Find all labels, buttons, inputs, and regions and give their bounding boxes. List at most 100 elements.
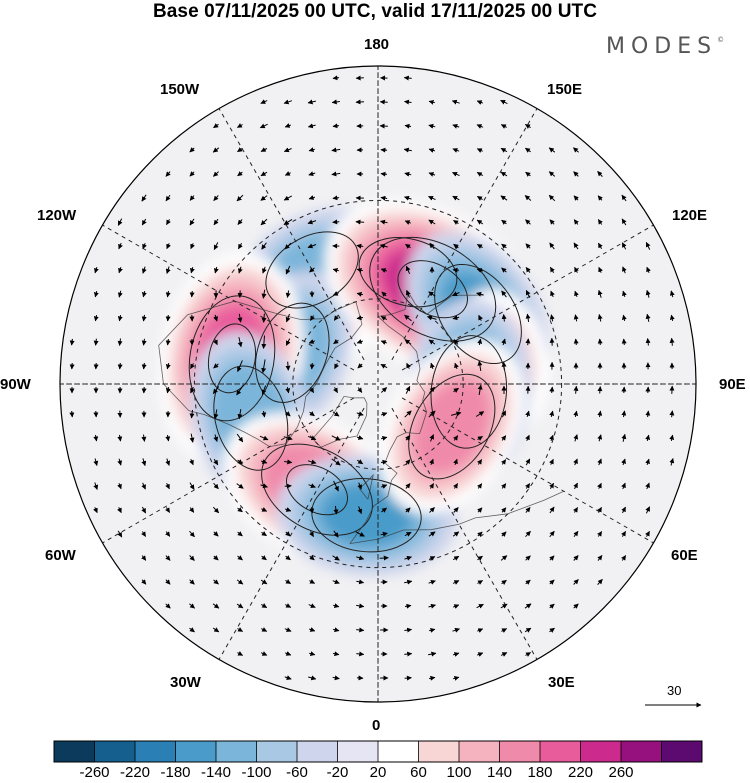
wind-arrow [93, 338, 99, 346]
wind-arrow [117, 362, 123, 370]
wind-arrow [309, 362, 315, 370]
wind-arrow [117, 218, 123, 226]
wind-arrow [501, 507, 507, 513]
wind-arrow [477, 360, 483, 371]
wind-arrow [597, 531, 603, 537]
wind-arrow [213, 242, 219, 251]
wind-arrow [573, 338, 579, 346]
wind-arrow [189, 409, 195, 419]
coastline [358, 473, 374, 500]
wind-arrow [237, 651, 244, 656]
wind-arrow [189, 507, 195, 513]
wind-arrow [285, 313, 291, 323]
wind-arrow [404, 99, 412, 105]
wind-arrow [573, 147, 579, 153]
wind-arrow [622, 266, 627, 274]
colorbar-swatch [94, 741, 136, 762]
meridian-line [401, 218, 664, 371]
wind-arrow [669, 290, 675, 298]
colorbar-swatch [378, 741, 419, 762]
wind-arrow [427, 315, 437, 321]
wind-arrow [283, 99, 293, 105]
wind-arrow [237, 147, 243, 153]
wind-arrow [260, 218, 268, 226]
wind-arrow [621, 338, 627, 346]
wind-arrow [117, 530, 123, 538]
wind-arrow [597, 555, 603, 561]
wind-arrow [309, 411, 315, 417]
meridian-line [92, 218, 355, 371]
wind-arrow [165, 362, 171, 370]
wind-arrow [261, 507, 268, 512]
wind-arrow [356, 555, 365, 561]
wind-arrow [477, 580, 484, 585]
wind-arrow [524, 195, 532, 201]
wind-arrow [236, 384, 244, 396]
globe-border [59, 65, 697, 703]
wind-arrow [549, 482, 555, 489]
wind-arrow [645, 241, 651, 250]
wind-arrow [332, 579, 340, 584]
wind-arrow [332, 603, 340, 609]
wind-arrow [261, 242, 267, 250]
lon-label-0: 0 [372, 717, 381, 734]
wind-arrow [332, 651, 340, 657]
wind-arrow [189, 555, 195, 561]
wind-arrow [597, 386, 603, 394]
colorbar-tick-label: 60 [410, 764, 427, 781]
wind-arrow [331, 435, 341, 441]
wind-arrow [452, 555, 460, 561]
wind-arrow [621, 482, 626, 490]
colorbar-swatch [256, 741, 298, 762]
wind-arrow [284, 242, 292, 250]
wind-arrow [261, 385, 267, 395]
wind-arrow [525, 434, 530, 442]
wind-arrow [381, 484, 388, 489]
wind-arrow [573, 385, 579, 394]
wind-arrow [597, 289, 603, 298]
wind-arrow [69, 338, 75, 346]
wind-arrow [477, 531, 483, 537]
wind-arrow [429, 242, 435, 250]
wind-arrow [645, 313, 651, 322]
wind-arrow [213, 339, 218, 346]
wind-arrow [404, 555, 412, 561]
wind-arrow [285, 361, 291, 371]
wind-arrow [452, 123, 460, 129]
wind-arrow [260, 579, 268, 585]
wind-arrow [428, 531, 436, 537]
wind-arrow [165, 531, 171, 537]
anomaly-contour [213, 365, 289, 471]
wind-arrow [260, 195, 268, 201]
colorbar-tick-label: -220 [119, 764, 151, 781]
wind-arrow [285, 507, 292, 512]
wind-arrow [427, 651, 437, 657]
wind-arrow [333, 387, 338, 394]
wind-arrow [669, 434, 675, 442]
wind-arrow [645, 458, 650, 466]
wind-arrow [525, 410, 531, 418]
lon-label-30e: 30E [548, 674, 575, 691]
brand-text: MODES [606, 34, 718, 59]
wind-arrow [285, 290, 291, 298]
wind-arrow [477, 483, 483, 489]
wind-arrow [573, 410, 579, 418]
lon-label-120e: 120E [672, 207, 708, 224]
wind-arrow [237, 266, 243, 274]
wind-arrow [380, 412, 388, 417]
wind-arrow [430, 362, 435, 370]
wind-arrow [190, 363, 195, 370]
wind-arrow [357, 363, 363, 369]
wind-arrow [428, 99, 436, 105]
wind-arrow [645, 434, 651, 442]
wind-arrow [451, 99, 460, 105]
wind-arrow [501, 531, 507, 537]
wind-arrow [549, 386, 555, 394]
wind-arrow [261, 410, 267, 418]
wind-arrow [429, 386, 435, 394]
wind-arrow [548, 147, 556, 153]
wind-arrow [404, 123, 412, 129]
wind-arrow [524, 147, 531, 153]
wind-arrow [573, 579, 579, 585]
wind-arrow [333, 339, 339, 345]
